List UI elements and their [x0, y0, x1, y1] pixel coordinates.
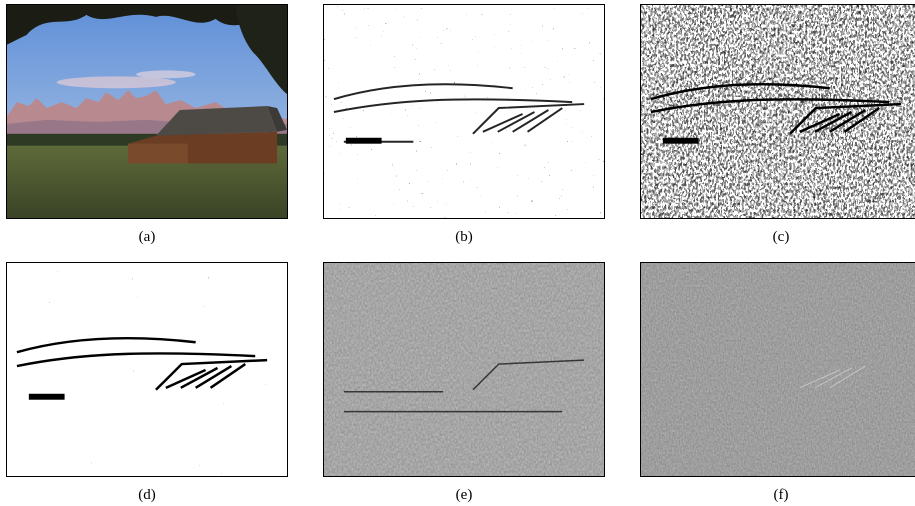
panel-d-image: [6, 262, 288, 477]
filtered-image-b: [324, 5, 604, 218]
panel-c-image: [640, 4, 915, 219]
filtered-image-e: [324, 263, 604, 476]
caption-a: (a): [138, 229, 156, 245]
panel-b-image: [323, 4, 605, 219]
filtered-image-c: [641, 5, 915, 218]
panel-e-image: [323, 262, 605, 477]
panel-a-image: [6, 4, 288, 219]
panel-f-image: [640, 262, 915, 477]
filtered-image-f: [641, 263, 915, 476]
filtered-image-d: [7, 263, 287, 476]
caption-c: (c): [772, 229, 790, 245]
caption-d: (d): [138, 487, 156, 503]
caption-e: (e): [455, 487, 473, 503]
caption-f: (f): [773, 487, 789, 503]
barn-photo: [7, 5, 287, 218]
caption-b: (b): [455, 229, 473, 245]
